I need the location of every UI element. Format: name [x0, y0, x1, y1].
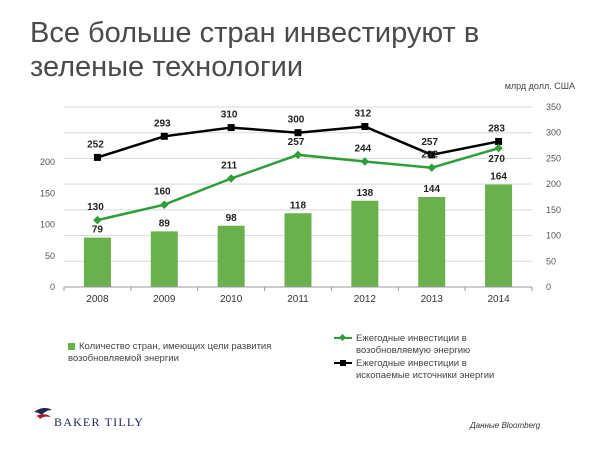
right-axis-tick-label: 250 — [546, 153, 561, 163]
fossil-data-label: 257 — [421, 137, 438, 148]
x-axis-tick-label: 2012 — [354, 294, 377, 305]
x-axis-tick-label: 2009 — [153, 294, 176, 305]
legend-black-marker — [334, 360, 352, 366]
right-axis-tick-label: 300 — [546, 128, 561, 138]
renewable-data-label: 211 — [221, 160, 238, 171]
baker-tilly-logo-icon — [34, 407, 52, 419]
renewable-point — [293, 150, 303, 160]
legend-green-line: Ежегодные инвестиции в возобновляемую эн… — [333, 333, 503, 357]
bar-data-label: 138 — [357, 188, 374, 199]
renewable-point — [494, 143, 503, 153]
x-axis-tick-label: 2011 — [287, 294, 309, 305]
fossil-point — [495, 137, 503, 145]
bar — [485, 184, 513, 287]
bar — [418, 197, 446, 287]
renewable-data-label: 244 — [355, 144, 372, 155]
renewable-data-label: 130 — [87, 202, 104, 213]
bar-data-label: 118 — [290, 200, 307, 211]
logo-text: BAKER TILLY — [54, 415, 145, 429]
fossil-point — [160, 132, 168, 140]
bar-data-label: 164 — [490, 172, 507, 183]
legend-green-marker — [334, 333, 352, 342]
fossil-data-label: 310 — [221, 110, 238, 121]
x-axis-tick-label: 2013 — [421, 294, 444, 305]
line-series — [93, 123, 503, 225]
legend-bar: Количество стран, имеющих цели развития … — [68, 341, 278, 365]
fossil-data-label: 300 — [288, 115, 305, 126]
fossil-point — [361, 123, 369, 131]
bar-data-label: 89 — [159, 218, 171, 229]
right-axis-tick-label: 200 — [546, 179, 561, 189]
fossil-point — [428, 151, 436, 159]
right-axis-tick-label: 50 — [546, 256, 556, 266]
renewable-point — [427, 163, 436, 172]
renewable-point — [160, 200, 169, 209]
bar — [150, 231, 178, 287]
left-axis-tick-label: 0 — [50, 282, 55, 292]
bar-data-label: 79 — [92, 225, 104, 236]
bar — [351, 200, 379, 287]
page-title: Все больше стран инвестируют в зеленые т… — [30, 17, 480, 83]
right-axis-tick-label: 150 — [546, 205, 561, 215]
right-axis-unit-label: млрд долл. США — [505, 81, 575, 91]
renewable-point — [93, 215, 102, 225]
renewable-point — [226, 174, 236, 183]
fossil-point — [294, 129, 302, 137]
left-axis-tick-label: 150 — [40, 188, 55, 198]
bar-series — [83, 184, 513, 287]
renewable-point — [360, 157, 370, 166]
bar — [284, 213, 312, 287]
x-axis-tick-label: 2014 — [487, 294, 510, 305]
renewable-data-label: 270 — [488, 154, 505, 165]
right-axis-tick-label: 0 — [546, 282, 551, 292]
source-note: Данные Bloomberg — [470, 421, 541, 430]
data-labels: 79 89 98 118 138 144 164 252 293 310 300 312 257 283 1… — [87, 109, 507, 236]
bar — [83, 237, 111, 287]
right-axis-tick-label: 100 — [546, 231, 561, 241]
fossil-data-label: 312 — [355, 109, 372, 120]
left-axis-tick-label: 100 — [40, 220, 55, 230]
renewable-data-label: 232 — [421, 150, 438, 161]
chart-axes: 0 50 100 150 200 250 300 350 0 50 100 150 200 2008 200… — [40, 102, 561, 305]
legend-black-line: Ежегодные инвестиции в ископаемые источн… — [333, 358, 503, 382]
fossil-point — [227, 124, 235, 132]
renewable-data-label: 160 — [154, 187, 171, 198]
legend-bar-swatch — [68, 343, 75, 350]
fossil-point — [93, 153, 101, 161]
left-axis-tick-label: 200 — [40, 157, 55, 167]
bar-data-label: 98 — [226, 213, 238, 224]
bar-data-label: 144 — [423, 184, 440, 195]
left-axis-tick-label: 50 — [45, 251, 55, 261]
bar — [217, 225, 245, 287]
legend-bar-label: Количество стран, имеющих цели развития … — [68, 341, 272, 364]
legend-green-label: Ежегодные инвестиции в возобновляемую эн… — [356, 333, 471, 356]
right-axis-tick-label: 350 — [546, 102, 561, 112]
x-axis-tick-label: 2010 — [220, 294, 243, 305]
legend-black-label: Ежегодные инвестиции в ископаемые источн… — [356, 358, 495, 381]
fossil-data-label: 283 — [488, 123, 505, 134]
renewable-data-label: 257 — [288, 137, 305, 148]
fossil-data-label: 293 — [154, 118, 171, 129]
fossil-data-label: 252 — [87, 139, 104, 150]
chart-gridlines — [64, 106, 532, 262]
x-axis-tick-label: 2008 — [86, 294, 109, 305]
